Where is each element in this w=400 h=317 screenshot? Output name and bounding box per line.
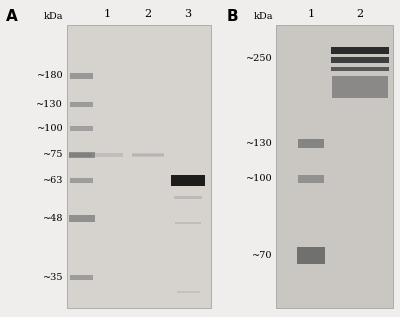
Text: 3: 3 <box>184 9 192 19</box>
Bar <box>177 291 200 293</box>
Text: 1: 1 <box>308 9 315 19</box>
Bar <box>298 175 324 183</box>
Text: ~75: ~75 <box>43 151 63 159</box>
Bar <box>276 25 392 307</box>
Bar <box>132 153 164 156</box>
Text: B: B <box>227 10 238 24</box>
Bar <box>331 47 389 54</box>
Text: ~35: ~35 <box>43 274 63 282</box>
Bar <box>332 76 388 98</box>
Bar <box>70 126 93 131</box>
Text: ~48: ~48 <box>43 214 63 223</box>
Bar <box>69 216 95 222</box>
Bar <box>298 139 324 148</box>
Bar <box>69 152 95 158</box>
Bar <box>70 73 93 79</box>
Text: kDa: kDa <box>253 12 273 22</box>
Text: A: A <box>6 10 18 24</box>
Bar <box>68 25 211 307</box>
Bar <box>175 222 201 224</box>
Bar <box>132 153 164 157</box>
Text: ~250: ~250 <box>246 54 273 63</box>
Text: ~130: ~130 <box>36 100 63 108</box>
Text: ~180: ~180 <box>36 71 63 80</box>
Text: 2: 2 <box>356 9 364 19</box>
Text: ~70: ~70 <box>252 251 273 260</box>
Bar <box>297 247 325 264</box>
Bar <box>69 153 95 157</box>
Text: 2: 2 <box>144 9 152 19</box>
Text: 1: 1 <box>104 9 111 19</box>
Bar <box>70 275 93 281</box>
Text: kDa: kDa <box>44 12 63 22</box>
Text: ~130: ~130 <box>246 139 273 148</box>
Text: ~100: ~100 <box>246 174 273 184</box>
Bar <box>70 178 93 183</box>
Text: ~63: ~63 <box>43 176 63 185</box>
Text: ~100: ~100 <box>36 124 63 133</box>
Bar <box>331 67 389 71</box>
Bar <box>92 153 124 157</box>
Bar <box>331 57 389 63</box>
Bar <box>70 101 93 107</box>
Bar <box>174 196 202 199</box>
Bar <box>171 175 205 186</box>
